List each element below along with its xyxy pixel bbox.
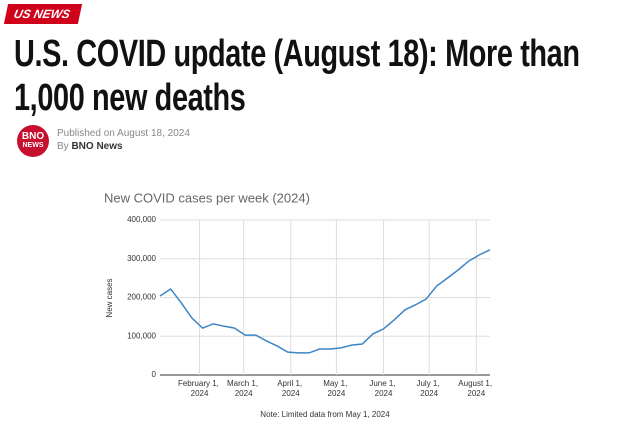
author[interactable]: BNO News bbox=[71, 141, 123, 152]
y-tick-label: 0 bbox=[152, 370, 157, 379]
chart-title: New COVID cases per week (2024) bbox=[104, 190, 310, 205]
y-tick-label: 100,000 bbox=[127, 331, 156, 340]
title-wrap: U.S. COVID update (August 18): More than… bbox=[14, 32, 640, 122]
x-tick-label: February 1, 2024 bbox=[178, 379, 221, 398]
series-line bbox=[159, 249, 491, 354]
y-tick-label: 200,000 bbox=[127, 293, 156, 302]
logo-bottom: NEWS bbox=[22, 142, 44, 149]
x-tick-label: April 1, 2024 bbox=[277, 379, 304, 398]
x-tick-label: August 1, 2024 bbox=[458, 379, 494, 398]
logo-top: BNO bbox=[21, 131, 45, 142]
x-tick-label: May 1, 2024 bbox=[323, 379, 349, 398]
chart-note: Note: Limited data from May 1, 2024 bbox=[260, 410, 390, 419]
x-tick-label: March 1, 2024 bbox=[227, 379, 260, 398]
byline: By BNO News bbox=[57, 141, 123, 152]
by: By bbox=[57, 141, 69, 152]
headline: U.S. COVID update (August 18): More than… bbox=[14, 33, 580, 119]
y-tick-label: 400,000 bbox=[127, 215, 156, 224]
published: Published on August 18, 2024 bbox=[57, 128, 190, 139]
x-tick-label: July 1, 2024 bbox=[416, 379, 441, 398]
logo[interactable]: BNO NEWS bbox=[17, 125, 49, 157]
y-axis-label: New cases bbox=[105, 278, 114, 317]
y-tick-label: 300,000 bbox=[127, 254, 156, 263]
x-tick-label: June 1, 2024 bbox=[369, 379, 397, 398]
